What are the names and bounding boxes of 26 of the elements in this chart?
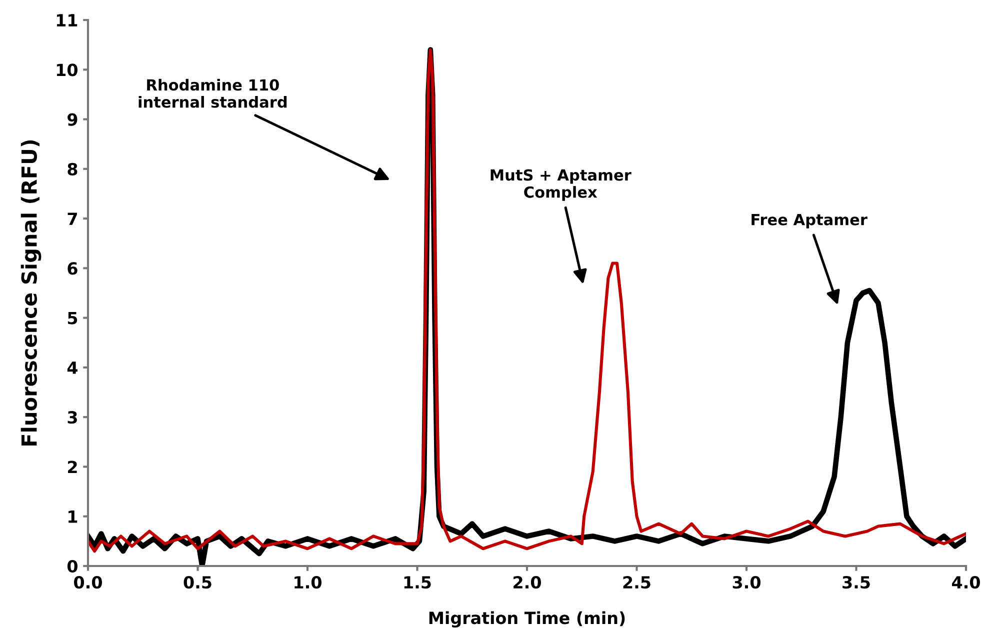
x-tick-label: 2.0	[514, 576, 541, 589]
y-tick-label: 3	[68, 411, 77, 424]
y-tick-label: 1	[68, 510, 78, 523]
x-tick-label: 2.5	[623, 576, 650, 589]
y-tick-label: 7	[68, 212, 77, 225]
x-axis-title: Migration Time (min)	[429, 611, 625, 628]
y-tick-label: 0	[67, 560, 78, 573]
y-tick-label: 11	[56, 14, 78, 26]
y-tick-label: 10	[56, 64, 78, 76]
x-tick-label: 4.0	[952, 576, 980, 589]
x-tick-label: 0.0	[74, 576, 102, 589]
x-tick-label: 1.5	[404, 576, 431, 589]
y-tick-label: 9	[68, 113, 78, 126]
y-tick-label: 8	[68, 162, 78, 176]
annotation: Free Aptamer	[752, 214, 868, 228]
y-tick-label: 2	[68, 460, 77, 474]
annotation: MutS + Aptamer Complex	[490, 169, 632, 201]
x-tick-label: 3.5	[842, 576, 870, 589]
x-tick-label: 0.5	[184, 576, 212, 589]
y-tick-label: 4	[67, 362, 78, 374]
y-axis-title: Fluorescence Signal (RFU)	[20, 140, 42, 446]
y-tick-label: 6	[68, 262, 78, 275]
y-tick-label: 5	[68, 312, 78, 324]
x-tick-label: 3.0	[732, 576, 760, 589]
annotation: Rhodamine 110 internal standard	[138, 78, 287, 108]
x-tick-label: 1.0	[294, 576, 322, 589]
